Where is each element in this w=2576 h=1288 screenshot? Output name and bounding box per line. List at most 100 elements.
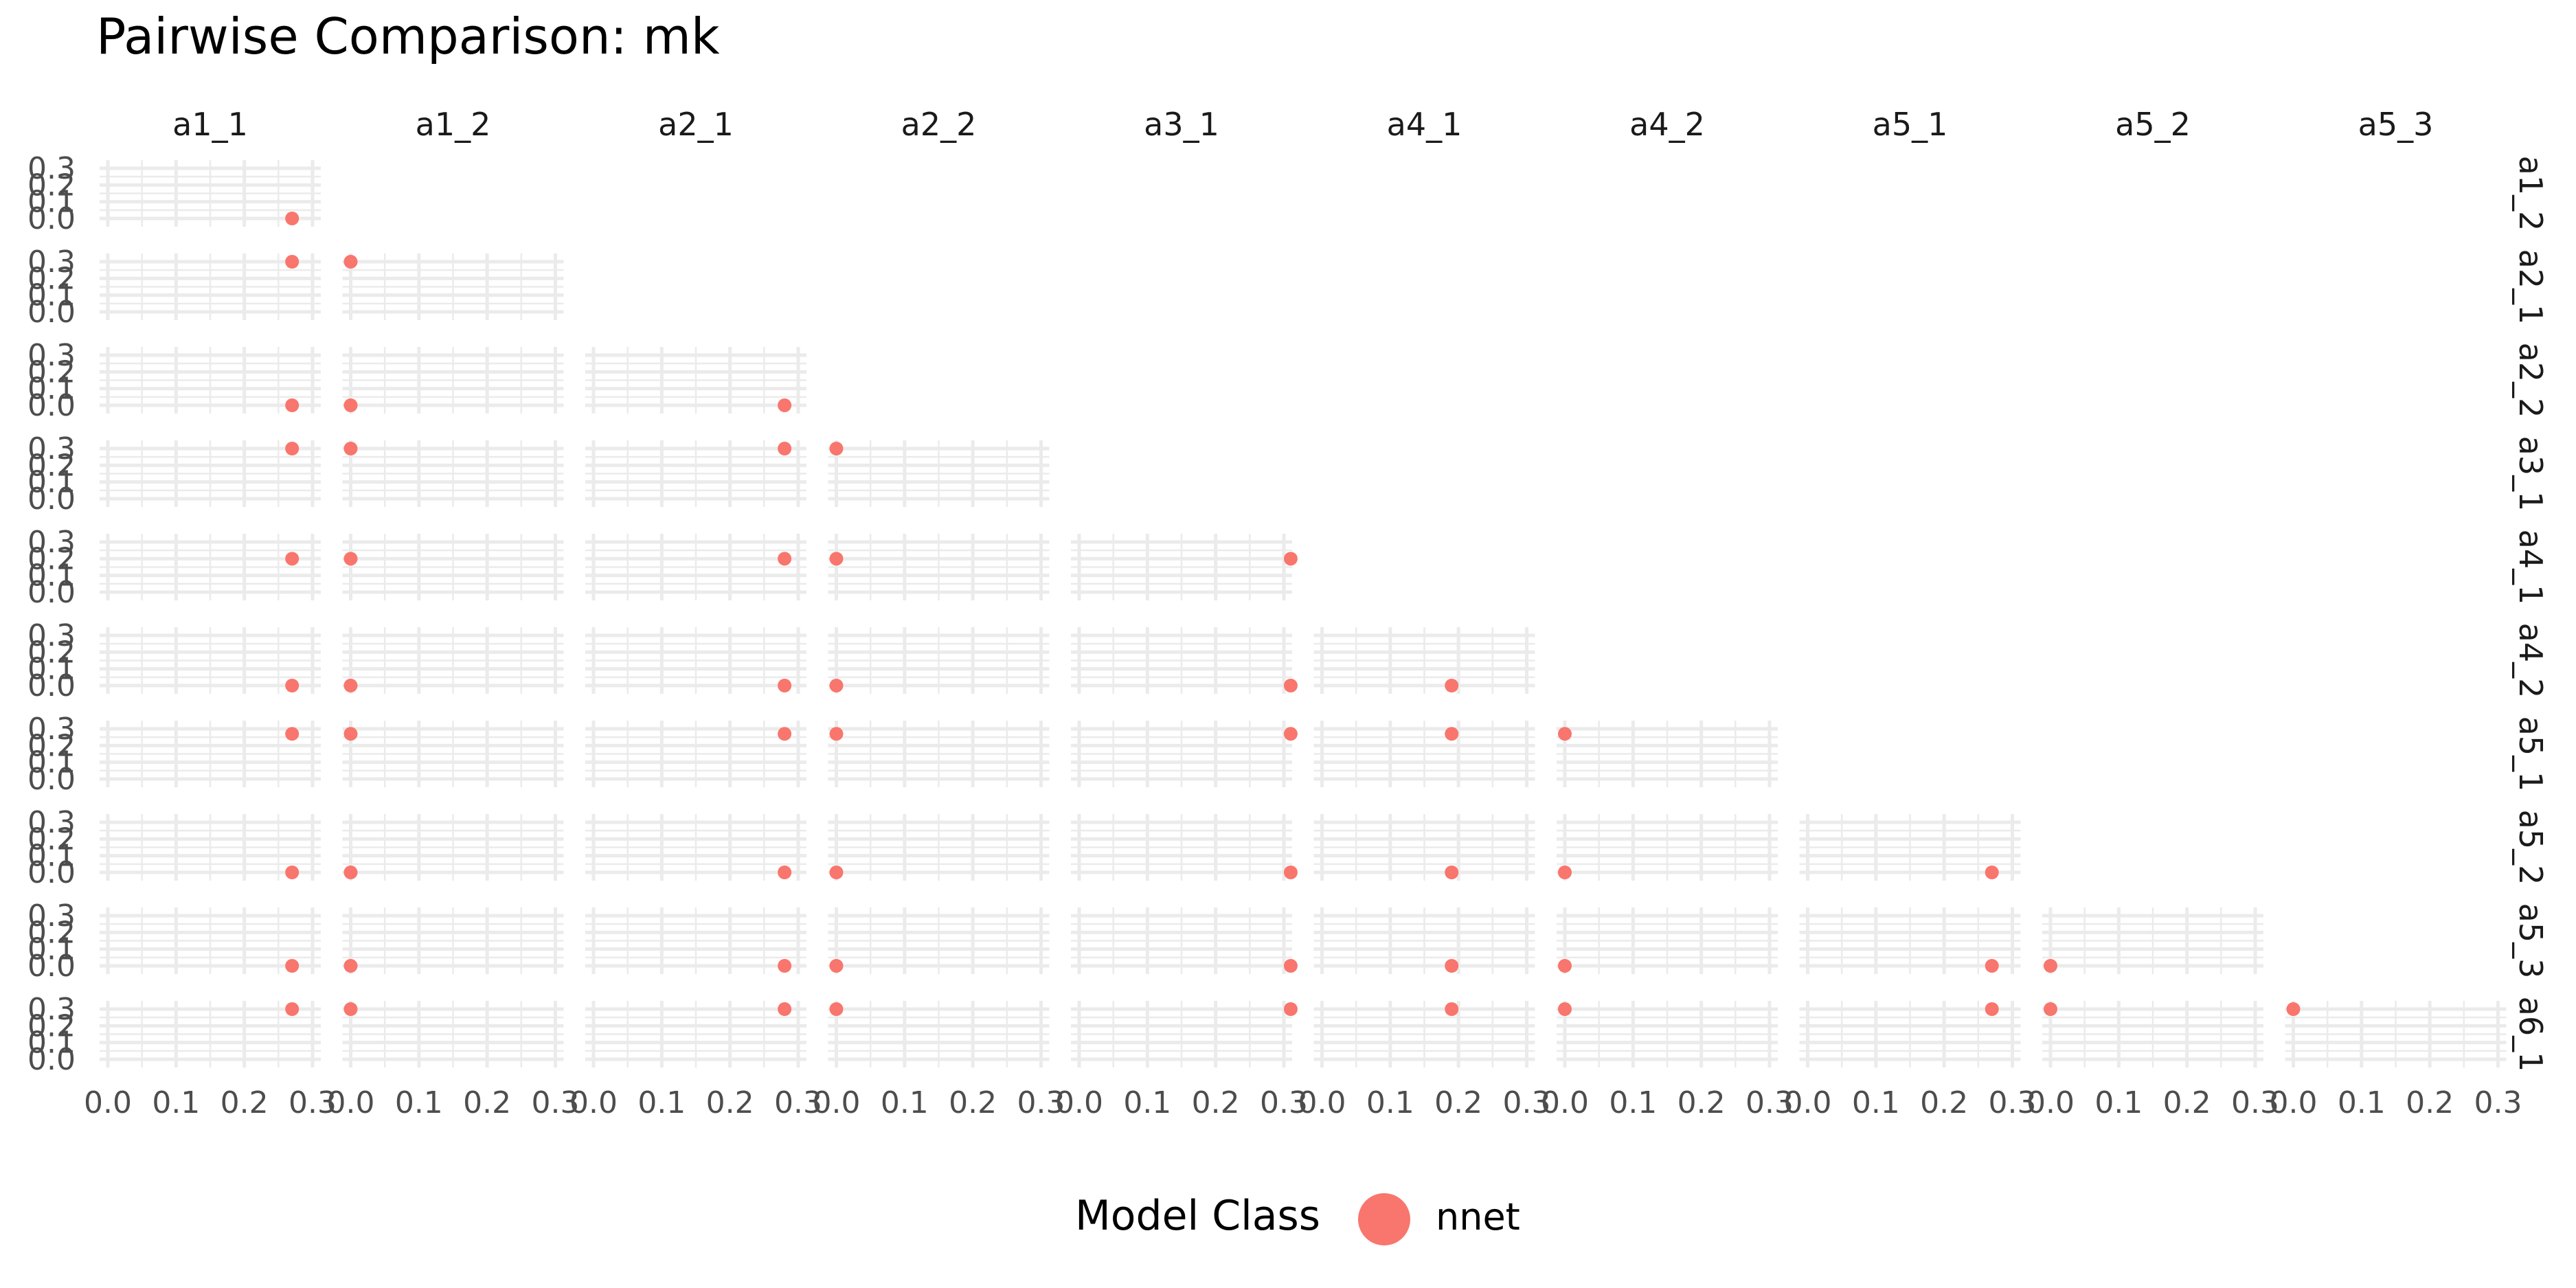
y-axis-ticks: 0.00.10.20.30.00.10.20.30.00.10.20.30.00…	[27, 151, 76, 1077]
x-tick-label: 0.1	[395, 1085, 443, 1120]
column-strip-label: a2_1	[658, 106, 734, 143]
x-tick-label: 0.1	[152, 1085, 200, 1120]
x-tick-label: 0.2	[1192, 1085, 1240, 1120]
x-tick-label: 0.0	[2270, 1085, 2318, 1120]
x-tick-label: 0.3	[774, 1085, 822, 1120]
facet-panel	[100, 160, 321, 227]
data-point-nnet	[343, 398, 358, 412]
facet-panel	[585, 1001, 806, 1067]
row-strip-label: a2_2	[2512, 343, 2549, 418]
y-tick-label: 0.0	[27, 855, 76, 890]
data-point-nnet	[1283, 679, 1298, 692]
x-tick-label: 0.0	[327, 1085, 375, 1120]
x-tick-label: 0.0	[1298, 1085, 1346, 1120]
facet-panel	[1313, 721, 1535, 787]
data-point-nnet	[1558, 1002, 1572, 1016]
facet-panel	[585, 907, 806, 974]
facet-panel	[100, 814, 321, 881]
y-tick-label: 0.1	[27, 558, 76, 594]
x-tick-label: 0.0	[1541, 1085, 1589, 1120]
facet-panel	[342, 440, 564, 507]
y-tick-label: 0.3	[27, 525, 76, 560]
facet-panel	[100, 534, 321, 600]
facet-panel	[100, 440, 321, 507]
y-tick-label: 0.1	[27, 1026, 76, 1061]
column-strip-label: a3_1	[1144, 106, 1219, 143]
x-tick-label: 0.3	[1260, 1085, 1308, 1120]
y-tick-label: 0.2	[27, 448, 76, 483]
facet-panel	[342, 534, 564, 600]
data-point-nnet	[829, 1002, 844, 1016]
data-point-nnet	[285, 1002, 300, 1016]
x-tick-label: 0.3	[1503, 1085, 1551, 1120]
x-tick-label: 0.1	[1609, 1085, 1657, 1120]
y-tick-label: 0.1	[27, 278, 76, 313]
column-strip-label: a4_1	[1387, 106, 1462, 143]
facet-panel	[1071, 534, 1292, 600]
y-tick-label: 0.3	[27, 338, 76, 373]
facet-panel	[1557, 1001, 1778, 1067]
y-tick-label: 0.1	[27, 932, 76, 967]
facet-panel	[828, 440, 1050, 507]
data-point-nnet	[829, 679, 844, 692]
facet-panel	[342, 627, 564, 694]
column-strip-label: a4_2	[1629, 106, 1705, 143]
legend-title: Model Class	[1075, 1192, 1320, 1240]
data-point-nnet	[285, 255, 300, 269]
y-tick-label: 0.3	[27, 805, 76, 840]
facet-panel	[1799, 1001, 2021, 1067]
data-point-nnet	[1283, 959, 1298, 973]
facet-panel	[585, 347, 806, 414]
y-tick-label: 0.2	[27, 261, 76, 296]
data-point-nnet	[829, 959, 844, 973]
y-tick-label: 0.0	[27, 482, 76, 517]
column-strip-label: a5_2	[2115, 106, 2191, 143]
data-point-nnet	[285, 727, 300, 741]
y-tick-label: 0.1	[27, 372, 76, 407]
facet-panels	[100, 160, 2507, 1067]
y-tick-label: 0.3	[27, 618, 76, 653]
x-tick-label: 0.1	[637, 1085, 686, 1120]
row-strip-label: a5_3	[2512, 903, 2549, 979]
column-strips: a1_1 a1_2 a2_1 a2_2 a3_1 a4_1 a4_2 a5_1 a5_2 a5_3	[172, 106, 2433, 143]
legend: Model Class nnet	[1075, 1192, 1520, 1245]
y-tick-label: 0.2	[27, 635, 76, 670]
facet-panel	[100, 907, 321, 974]
x-tick-label: 0.3	[1017, 1085, 1065, 1120]
facet-panel	[585, 814, 806, 881]
facet-panel	[828, 534, 1050, 600]
row-strip-label: a6_1	[2512, 997, 2549, 1072]
data-point-nnet	[1445, 866, 1459, 879]
data-point-nnet	[778, 959, 792, 973]
data-point-nnet	[1985, 866, 1999, 879]
x-tick-label: 0.1	[881, 1085, 929, 1120]
data-point-nnet	[1283, 866, 1298, 879]
facet-panel	[585, 627, 806, 694]
data-point-nnet	[1985, 1002, 1999, 1016]
column-strip-label: a1_2	[416, 106, 491, 143]
row-strip-label: a4_2	[2512, 623, 2549, 699]
x-tick-label: 0.0	[1055, 1085, 1103, 1120]
x-tick-label: 0.3	[532, 1085, 580, 1120]
y-tick-label: 0.3	[27, 245, 76, 280]
facet-panel	[1313, 814, 1535, 881]
facet-panel	[2042, 1001, 2263, 1067]
data-point-nnet	[1445, 679, 1459, 692]
facet-panel	[1071, 907, 1292, 974]
data-point-nnet	[778, 442, 792, 455]
data-point-nnet	[778, 1002, 792, 1016]
data-point-nnet	[285, 398, 300, 412]
data-point-nnet	[285, 442, 300, 455]
data-point-nnet	[285, 552, 300, 566]
y-tick-label: 0.2	[27, 915, 76, 950]
facet-panel	[828, 814, 1050, 881]
facet-panel	[100, 1001, 321, 1067]
facet-panel	[342, 253, 564, 320]
y-tick-label: 0.2	[27, 354, 76, 389]
data-point-nnet	[285, 679, 300, 692]
facet-panel	[585, 534, 806, 600]
data-point-nnet	[343, 442, 358, 455]
facet-panel	[828, 1001, 1050, 1067]
data-point-nnet	[343, 552, 358, 566]
